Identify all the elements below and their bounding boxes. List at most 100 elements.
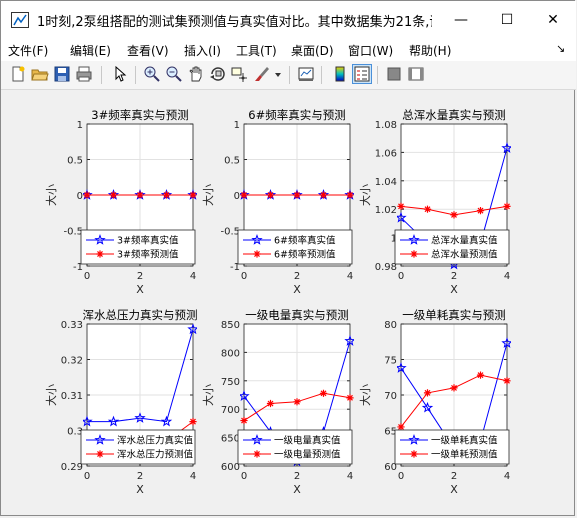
legend[interactable]: 6#频率真实值 6#频率预测值: [237, 229, 353, 265]
menu-tools[interactable]: 工具(T): [236, 44, 277, 58]
subplot-grid: -1 -0.5 0 0.5 1 0 2 4 3#频率真实与预测 X 大小 3#频率真实值 3#频率预测值…: [44, 108, 511, 496]
brush-icon[interactable]: [253, 65, 271, 83]
y-tick-label: 65: [384, 427, 397, 438]
x-tick-label: 4: [347, 471, 353, 482]
zoom-out-icon[interactable]: [165, 65, 183, 83]
y-tick-label: 1.04: [375, 177, 397, 188]
menu-insert[interactable]: 插入(I): [184, 44, 221, 58]
legend-icon[interactable]: [352, 64, 372, 84]
y-tick-label: 0.3: [67, 427, 83, 438]
figure-canvas: -1 -0.5 0 0.5 1 0 2 4 3#频率真实与预测 X 大小 3#频率真实值 3#频率预测值…: [8, 90, 571, 511]
data-point-asterisk: [293, 191, 301, 199]
link-plot-icon[interactable]: [297, 65, 315, 83]
x-tick-label: 4: [504, 471, 510, 482]
y-tick-label: 0.5: [67, 156, 83, 167]
matlab-figure-icon: [11, 12, 29, 28]
menu-help[interactable]: 帮助(H): [409, 44, 452, 58]
rotate-3d-icon[interactable]: [209, 65, 227, 83]
subplot-2: -1 -0.5 0 0.5 1 0 2 4 6#频率真实与预测 X 大小 6#频率真实值 6#频率预测值: [201, 108, 354, 296]
menu-file[interactable]: 文件(F): [8, 44, 49, 58]
data-point-asterisk: [319, 191, 328, 199]
data-point-star: [501, 337, 511, 348]
y-axis-label: 大小: [201, 384, 215, 406]
maximize-button[interactable]: ☐: [500, 12, 514, 28]
open-file-icon[interactable]: [31, 65, 49, 83]
close-button[interactable]: ✕: [547, 12, 559, 28]
data-point-asterisk: [266, 191, 275, 199]
print-icon[interactable]: [75, 65, 93, 83]
y-tick-label: 600: [221, 462, 240, 473]
y-tick-label: 700: [221, 405, 240, 416]
toolbar-separator: [377, 66, 378, 84]
data-point-asterisk: [293, 398, 301, 406]
y-axis-label: 大小: [44, 384, 58, 406]
data-point-star: [83, 415, 93, 427]
toolbar-separator: [289, 66, 290, 84]
data-point-asterisk: [450, 384, 458, 392]
dock-arrow-icon[interactable]: ↘: [556, 42, 566, 55]
x-tick-label: 0: [241, 471, 247, 482]
y-tick-label: 0.5: [224, 156, 240, 167]
x-axis-label: X: [293, 283, 301, 296]
y-tick-label: 75: [384, 356, 397, 367]
y-tick-label: 80: [384, 320, 397, 331]
hide-plot-tools-icon[interactable]: [385, 65, 403, 83]
data-point-asterisk: [109, 191, 118, 199]
menu-window[interactable]: 窗口(W): [348, 44, 394, 58]
y-tick-label: 800: [221, 348, 240, 359]
brush-dropdown-icon[interactable]: [273, 65, 283, 83]
data-point-asterisk: [83, 191, 91, 199]
data-point-asterisk: [96, 250, 104, 258]
y-tick-label: 850: [221, 320, 240, 331]
title-bar[interactable]: 1时刻,2泵组搭配的测试集预测值与真实值对比。其中数据集为21条,训练... —…: [1, 1, 576, 39]
pan-icon[interactable]: [187, 65, 205, 83]
legend-entry-label: 总浑水量真实值: [431, 235, 498, 247]
data-point-star: [421, 401, 434, 413]
new-figure-icon[interactable]: [9, 65, 27, 83]
zoom-in-icon[interactable]: [143, 65, 161, 83]
data-point-star: [344, 335, 354, 346]
data-point-asterisk: [346, 191, 354, 199]
legend-entry-label: 一级电量真实值: [274, 435, 341, 447]
y-tick-label: 750: [221, 377, 240, 388]
y-tick-label: 60: [384, 462, 397, 473]
y-axis-label: 大小: [358, 384, 372, 406]
data-point-asterisk: [423, 389, 432, 397]
legend-entry-label: 3#频率真实值: [117, 235, 179, 247]
legend[interactable]: 3#频率真实值 3#频率预测值: [80, 229, 196, 265]
legend-star-marker: [94, 434, 106, 445]
data-point-asterisk: [136, 191, 144, 199]
subplot-title: 一级单耗真实与预测: [402, 308, 506, 322]
data-point-star: [187, 323, 197, 335]
y-tick-label: 0.98: [375, 262, 397, 273]
x-axis-label: X: [450, 283, 458, 296]
x-tick-label: 0: [398, 471, 404, 482]
minimize-button[interactable]: —: [454, 12, 468, 28]
colorbar-icon[interactable]: [331, 65, 349, 83]
data-cursor-icon[interactable]: [231, 65, 249, 83]
data-point-star: [134, 412, 146, 423]
data-point-asterisk: [96, 450, 104, 458]
data-point-star: [397, 362, 407, 373]
toolbar-separator: [321, 66, 322, 84]
menu-desktop[interactable]: 桌面(D): [291, 44, 334, 58]
y-tick-label: 1: [234, 120, 240, 131]
menu-view[interactable]: 查看(V): [127, 44, 169, 58]
menu-edit[interactable]: 编辑(E): [70, 44, 111, 58]
legend-entry-label: 浑水总压力预测值: [117, 449, 194, 461]
data-point-asterisk: [476, 371, 485, 379]
pointer-icon[interactable]: [111, 65, 129, 83]
legend-entry-label: 3#频率预测值: [117, 249, 179, 261]
show-plot-tools-icon[interactable]: [407, 65, 425, 83]
x-tick-label: 2: [137, 471, 143, 482]
window-title: 1时刻,2泵组搭配的测试集预测值与真实值对比。其中数据集为21条,训练...: [37, 15, 432, 30]
save-icon[interactable]: [53, 65, 71, 83]
data-point-asterisk: [410, 250, 418, 258]
x-tick-label: 0: [84, 471, 90, 482]
data-point-asterisk: [503, 377, 511, 385]
